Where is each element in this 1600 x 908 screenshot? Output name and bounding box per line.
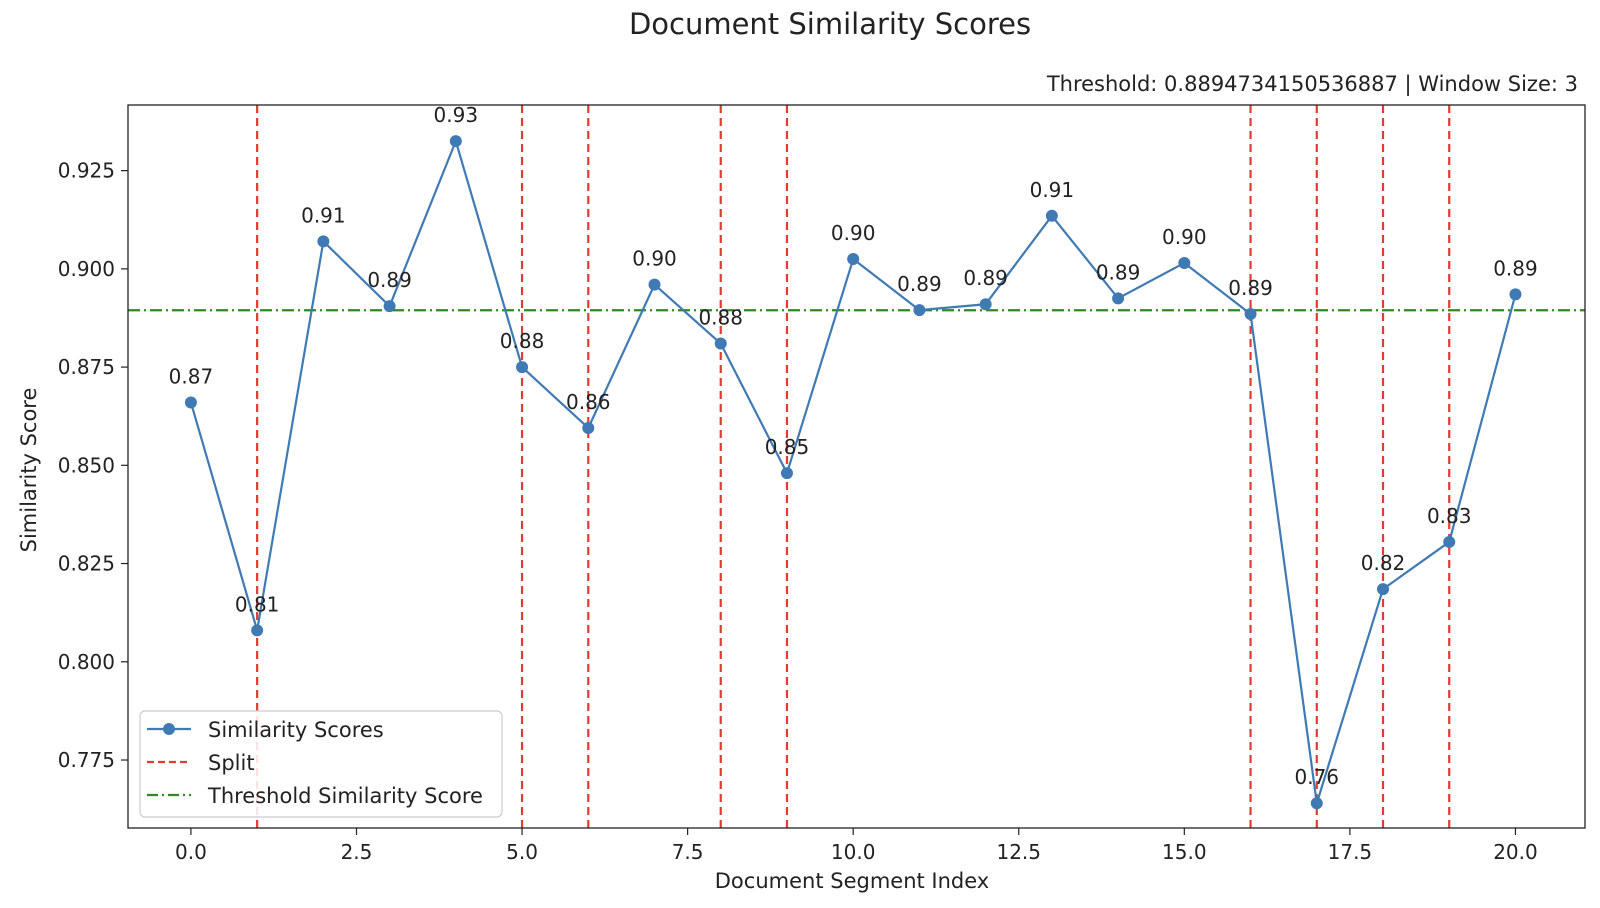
data-point-14 <box>1112 292 1125 305</box>
x-tick-label-2: 5.0 <box>506 840 538 864</box>
data-label-0: 0.87 <box>169 364 214 388</box>
legend-label-split: Split <box>208 751 255 775</box>
y-tick-label-1: 0.800 <box>58 650 115 674</box>
y-tick-label-2: 0.825 <box>58 552 115 576</box>
legend-marker-similarity <box>163 723 175 735</box>
data-label-18: 0.82 <box>1361 551 1406 575</box>
data-label-4: 0.93 <box>434 103 479 127</box>
data-point-9 <box>780 467 793 480</box>
data-label-9: 0.85 <box>765 435 810 459</box>
data-point-7 <box>648 278 661 291</box>
y-tick-label-4: 0.875 <box>58 355 115 379</box>
data-point-1 <box>251 624 264 637</box>
x-tick-label-4: 10.0 <box>831 840 876 864</box>
y-tick-label-0: 0.775 <box>58 748 115 772</box>
legend-label-threshold: Threshold Similarity Score <box>207 784 483 808</box>
data-label-6: 0.86 <box>566 390 611 414</box>
data-point-13 <box>1045 209 1058 222</box>
data-point-11 <box>913 304 926 317</box>
y-tick-label-6: 0.925 <box>58 159 115 183</box>
data-label-1: 0.81 <box>235 592 280 616</box>
x-tick-label-7: 17.5 <box>1328 840 1373 864</box>
chart-title: Document Similarity Scores <box>629 7 1031 41</box>
y-tick-label-3: 0.850 <box>58 453 115 477</box>
x-tick-label-1: 2.5 <box>341 840 373 864</box>
data-point-20 <box>1509 288 1522 301</box>
legend: Similarity Scores Split Threshold Simila… <box>139 710 503 818</box>
data-label-20: 0.89 <box>1493 256 1538 280</box>
data-label-12: 0.89 <box>963 266 1008 290</box>
data-point-8 <box>714 337 727 350</box>
data-label-16: 0.89 <box>1228 276 1273 300</box>
legend-label-similarity: Similarity Scores <box>208 718 384 742</box>
data-label-13: 0.91 <box>1030 178 1075 202</box>
legend-box <box>139 710 503 818</box>
data-point-3 <box>383 300 396 313</box>
data-point-0 <box>184 396 197 409</box>
data-label-7: 0.90 <box>632 247 677 271</box>
axis-layer: 0.0 2.5 5.0 7.5 10.0 12.5 15.0 17.5 20.0 0.775 0.8… <box>58 104 1586 864</box>
data-label-3: 0.89 <box>367 268 412 292</box>
x-tick-label-3: 7.5 <box>672 840 704 864</box>
x-axis-label: Document Segment Index <box>715 869 989 893</box>
data-label-15: 0.90 <box>1162 225 1207 249</box>
x-tick-label-8: 20.0 <box>1493 840 1538 864</box>
data-point-18 <box>1377 583 1390 596</box>
data-point-6 <box>582 421 595 434</box>
plot-layer: 0.87 0.81 0.91 0.89 0.93 0.88 0.86 0.90 0.88 0.85… <box>128 103 1585 828</box>
data-label-11: 0.89 <box>897 272 942 296</box>
x-tick-label-5: 12.5 <box>996 840 1041 864</box>
data-label-5: 0.88 <box>500 329 545 353</box>
y-axis-label: Similarity Score <box>17 388 41 553</box>
x-tick-label-6: 15.0 <box>1162 840 1207 864</box>
x-tick-label-0: 0.0 <box>175 840 207 864</box>
data-label-2: 0.91 <box>301 203 346 227</box>
plot-frame <box>127 104 1586 829</box>
data-point-16 <box>1244 308 1257 321</box>
data-point-12 <box>979 298 992 311</box>
data-point-19 <box>1443 535 1456 548</box>
data-point-17 <box>1310 797 1323 810</box>
data-point-10 <box>847 253 860 266</box>
data-label-14: 0.89 <box>1096 260 1141 284</box>
data-label-8: 0.88 <box>698 306 743 330</box>
data-label-10: 0.90 <box>831 221 876 245</box>
chart-subtitle: Threshold: 0.8894734150536887 | Window S… <box>1046 72 1578 97</box>
y-tick-label-5: 0.900 <box>58 257 115 281</box>
data-point-2 <box>317 235 330 248</box>
data-point-5 <box>516 361 529 374</box>
data-point-15 <box>1178 256 1191 269</box>
data-label-17: 0.76 <box>1295 765 1340 789</box>
data-label-19: 0.83 <box>1427 504 1472 528</box>
data-point-4 <box>449 135 462 148</box>
